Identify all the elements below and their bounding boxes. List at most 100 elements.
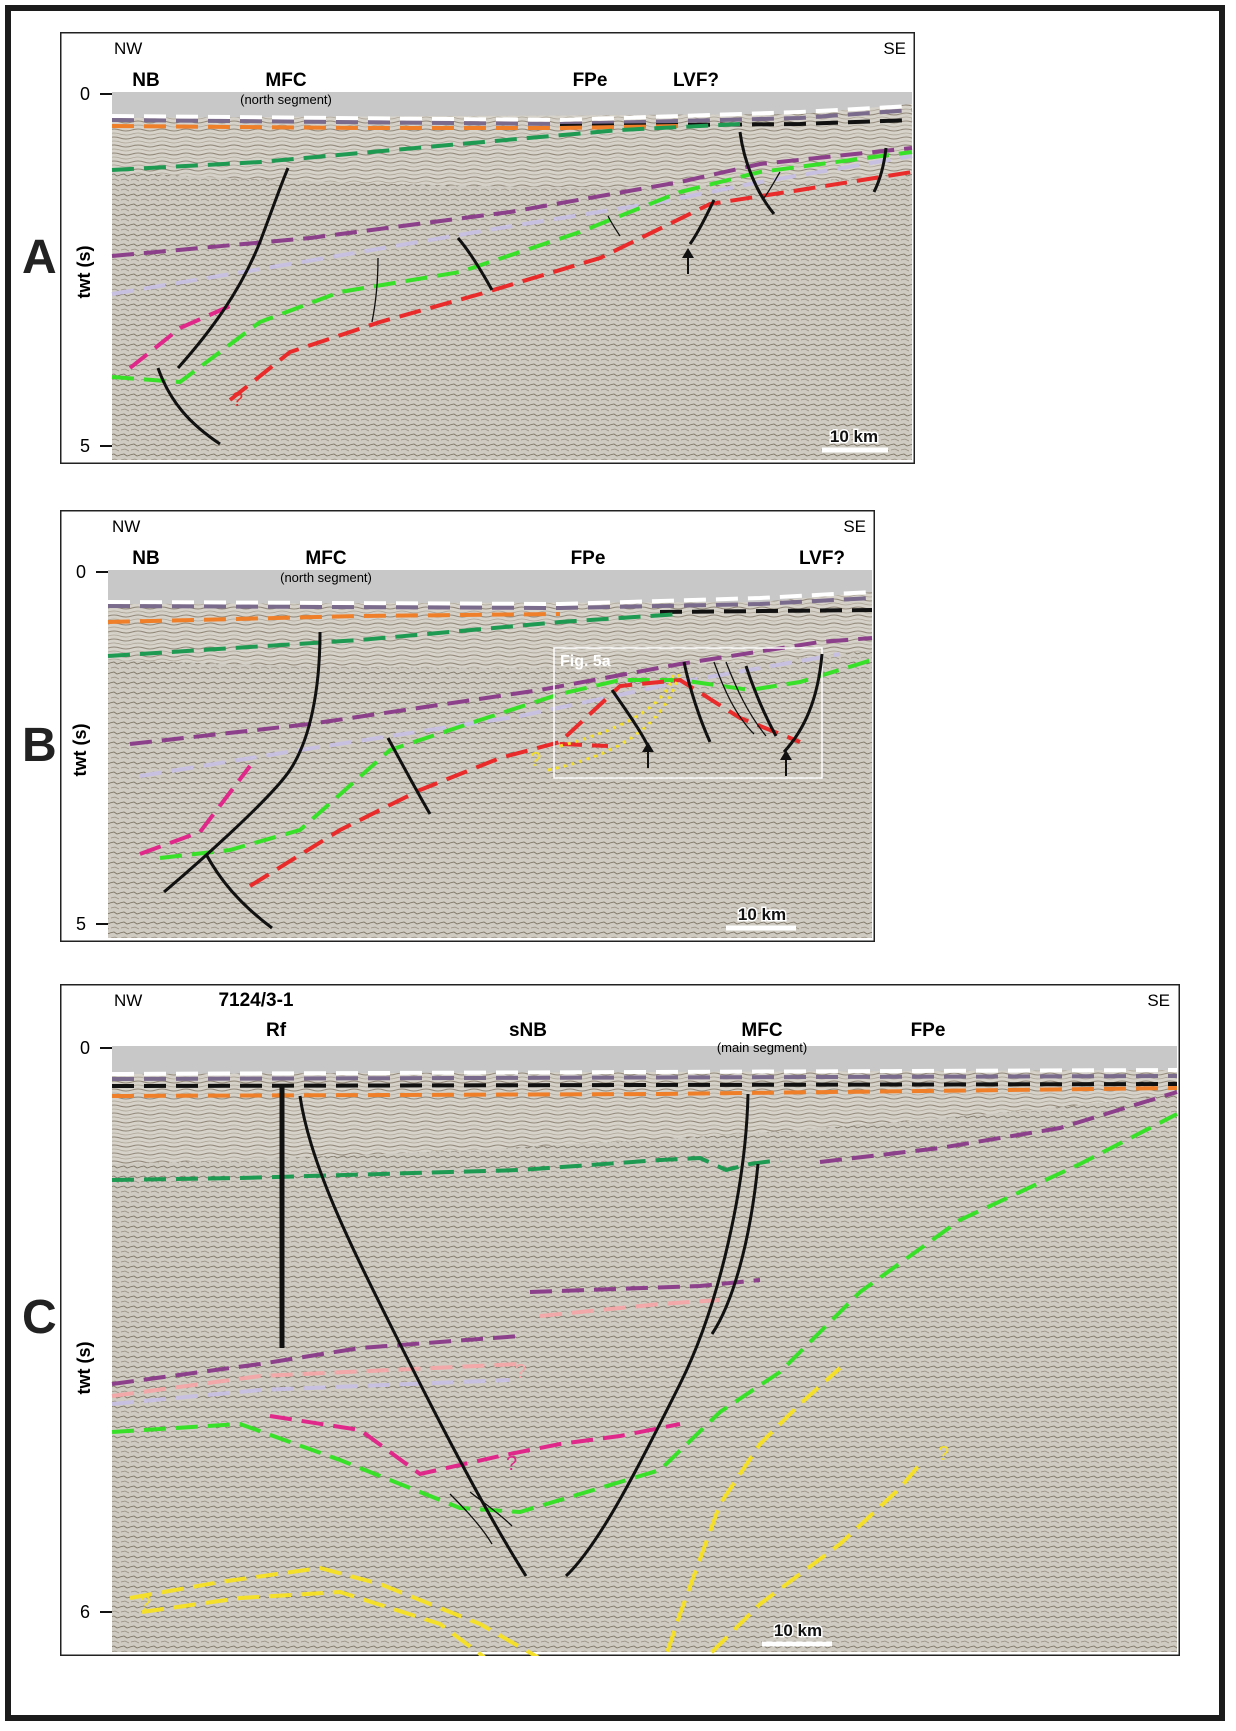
horizon-purple-3 (529, 1278, 761, 1294)
horizon-purple-grey (107, 596, 873, 611)
label-nb: NB (132, 70, 159, 91)
horizon-light-green (111, 1112, 1178, 1515)
horizon-dark-green (111, 122, 741, 172)
panel-b: Fig. 5a ? 0 5 (60, 510, 875, 942)
horizon-red (248, 677, 801, 888)
fault-6 (872, 147, 888, 193)
horizon-purple (129, 636, 873, 746)
svg-text:10 km: 10 km (738, 905, 786, 924)
label-nb: NB (132, 548, 159, 569)
fault-mfc (163, 631, 322, 894)
horizon-seafloor (111, 104, 913, 123)
uncertain-marker: ? (232, 389, 243, 411)
fault-3 (456, 237, 494, 291)
horizon-pink-2 (539, 1298, 721, 1318)
label-mfc: MFC (265, 70, 306, 91)
horizon-red (228, 170, 913, 402)
outer-frame (5, 5, 1225, 1721)
label-mfc-sub: (north segment) (280, 570, 372, 585)
horizon-black (659, 608, 873, 614)
horizon-lavender (111, 154, 913, 296)
horizon-magenta (139, 764, 252, 856)
horizon-seafloor (111, 1068, 1178, 1076)
dir-se: SE (1147, 991, 1170, 1010)
axis-label: twt (s) (74, 1342, 94, 1395)
water-column (112, 92, 912, 118)
fault-mfc-2 (710, 1163, 760, 1335)
horizon-seafloor (107, 590, 873, 607)
panel-letter-b: B (22, 719, 57, 772)
horizon-magenta (269, 1414, 681, 1477)
svg-text:10 km: 10 km (830, 427, 878, 446)
fault-lvf (688, 199, 716, 245)
svg-text:10 km: 10 km (774, 1621, 822, 1640)
uncertain-marker: ? (938, 1443, 949, 1465)
horizon-yellow-1 (129, 1565, 540, 1656)
tick-bottom: 6 (80, 1602, 90, 1622)
label-fpe: FPe (911, 1020, 946, 1041)
scale-bar: 10 km 10 km (762, 1620, 832, 1647)
fault-5 (682, 661, 712, 743)
tick-bottom: 5 (76, 914, 86, 934)
horizon-light-green (159, 658, 873, 860)
horizon-yellow-3 (663, 1366, 842, 1656)
horizon-yellow-dotted-2 (547, 671, 682, 772)
horizon-black (111, 1082, 1178, 1088)
water-column (112, 1046, 1177, 1074)
time-axis: 0 5 twt (s) (74, 84, 112, 456)
horizon-pink (111, 1362, 521, 1398)
horizon-dark-green (107, 612, 681, 658)
horizon-magenta (128, 304, 231, 370)
time-axis: 0 5 twt (s) (70, 562, 108, 934)
fault-6 (744, 665, 778, 737)
label-snb: sNB (509, 1020, 547, 1041)
label-lvf: LVF? (673, 70, 719, 91)
fault-lvf (782, 653, 824, 754)
dir-nw: NW (112, 517, 140, 536)
label-mfc: MFC (305, 548, 346, 569)
axis-label: twt (s) (70, 724, 90, 777)
horizon-purple (111, 146, 913, 258)
panel-letter-c: C (22, 1291, 57, 1344)
inset-label: Fig. 5a (560, 653, 611, 670)
fault-mfc (564, 1093, 750, 1578)
fault-minor-1 (713, 661, 755, 735)
svg-text:10 km: 10 km (830, 427, 878, 446)
label-mfc-sub: (north segment) (240, 92, 332, 107)
tick-0: 0 (80, 84, 90, 104)
axis-label: twt (s) (74, 246, 94, 299)
dir-nw: NW (114, 991, 142, 1010)
panel-c: ? ? ? ? 0 6 twt (s) NW SE 7124/3-1 Rf sN… (60, 984, 1180, 1656)
tick-0: 0 (80, 1038, 90, 1058)
horizon-purple-2 (111, 1334, 521, 1386)
scale-bar: 10 km 10 km (726, 904, 796, 931)
horizon-purple-grey (111, 108, 913, 127)
dir-se: SE (883, 39, 906, 58)
uncertain-marker: ? (515, 1361, 526, 1383)
uncertain-marker: ? (530, 749, 541, 771)
fault-nb (204, 853, 273, 930)
dir-nw: NW (114, 39, 142, 58)
fault-4 (610, 689, 650, 747)
fault-minor-3 (763, 171, 781, 199)
panel-a: ? 0 5 twt (s) NW SE NB MFC (north segmen… (60, 32, 915, 464)
horizon-lavender (139, 652, 841, 778)
arrow-up-icon (642, 742, 654, 768)
fault-minor-2 (725, 661, 767, 737)
label-lvf: LVF? (799, 548, 845, 569)
horizon-orange (107, 612, 561, 624)
label-mfc-sub: (main segment) (717, 1040, 807, 1055)
horizon-purple-grey (111, 1074, 1178, 1081)
tick-0: 0 (76, 562, 86, 582)
label-fpe: FPe (573, 70, 608, 91)
well-sub: Rf (266, 1020, 287, 1041)
svg-text:10 km: 10 km (738, 905, 786, 924)
arrow-up-icon (780, 750, 792, 776)
well-name: 7124/3-1 (218, 990, 293, 1011)
uncertain-marker: ? (506, 1453, 517, 1475)
fault-minor-1 (449, 1493, 493, 1545)
time-axis: 0 6 twt (s) (74, 1038, 112, 1622)
fault-minor-2 (469, 1491, 513, 1527)
fault-5 (738, 131, 776, 215)
